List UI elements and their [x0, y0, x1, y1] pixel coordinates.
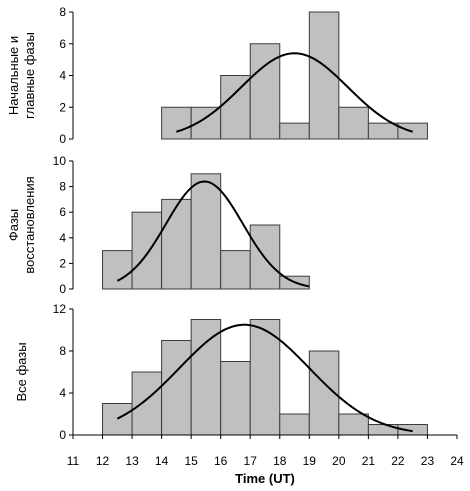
- panel-1: 0 2 4 6 8 Начальные и главные фазы: [6, 5, 428, 146]
- bar-2-3: [161, 198, 192, 290]
- y-tick-label-3-0: 0: [59, 428, 66, 442]
- bar-3-7: [279, 413, 310, 436]
- x-tick-label-12: 23: [421, 454, 435, 468]
- y-tick-label-2-3: 6: [59, 205, 66, 219]
- fit-curve-2: [116, 180, 310, 288]
- bar-2-4: [190, 173, 222, 290]
- bar-3-2: [131, 371, 163, 436]
- y-axis-title-1-2: главные фазы: [22, 32, 37, 119]
- y-tick-label-1-1: 2: [59, 100, 66, 114]
- x-tick-label-8: 19: [303, 454, 317, 468]
- x-tick-label-4: 15: [184, 454, 198, 468]
- y-axis-title-3-1: Все фазы: [14, 342, 29, 401]
- x-axis: 11 12 13 14 15 16 17 18 19 20 21 22 23 24 Time (UT): [67, 434, 464, 486]
- x-axis-title: Time (UT): [235, 471, 295, 486]
- y-tick-label-2-5: 10: [53, 154, 67, 168]
- bar-1-3: [220, 75, 251, 140]
- bar-3-3: [161, 340, 192, 436]
- x-tick-label-3: 14: [155, 454, 169, 468]
- panel-2: 0 2 4 6 8 10 Фазы восстановления: [6, 154, 310, 296]
- bar-3-4: [190, 319, 222, 436]
- fit-curve-3: [116, 323, 413, 433]
- bar-1-6: [308, 11, 340, 140]
- bar-3-1: [102, 403, 133, 436]
- y-tick-label-1-2: 4: [59, 69, 66, 83]
- panel-3: 0 4 8 12 Все фазы: [14, 302, 428, 442]
- bar-1-5: [279, 122, 310, 140]
- y-axis-title-2-2: восстановления: [22, 176, 37, 273]
- bar-2-1: [102, 250, 133, 290]
- y-tick-label-1-0: 0: [59, 132, 66, 146]
- x-tick-label-5: 16: [214, 454, 228, 468]
- x-tick-label-10: 21: [362, 454, 376, 468]
- x-tick-label-11: 22: [391, 454, 405, 468]
- x-tick-label-1: 12: [96, 454, 110, 468]
- bar-1-8: [367, 122, 399, 140]
- y-tick-label-3-3: 12: [53, 302, 67, 316]
- fit-curve-1: [176, 52, 413, 133]
- y-axis-title-2-1: Фазы: [6, 209, 21, 241]
- y-tick-label-2-0: 0: [59, 282, 66, 296]
- x-tick-label-7: 18: [273, 454, 287, 468]
- x-tick-label-2: 13: [125, 454, 139, 468]
- y-axis-title-1-1: Начальные и: [6, 36, 21, 115]
- x-tick-label-9: 20: [332, 454, 346, 468]
- x-tick-label-6: 17: [244, 454, 258, 468]
- bar-3-6: [249, 319, 281, 436]
- y-tick-label-1-4: 8: [59, 5, 66, 19]
- x-tick-label-13: 24: [450, 454, 464, 468]
- y-tick-label-3-2: 8: [59, 344, 66, 358]
- bar-2-5: [220, 250, 251, 290]
- y-tick-label-1-3: 6: [59, 37, 66, 51]
- bar-1-1: [161, 106, 192, 140]
- bar-1-7: [338, 106, 369, 140]
- y-tick-label-3-1: 4: [59, 386, 66, 400]
- bar-3-5: [220, 361, 251, 436]
- y-tick-label-2-4: 8: [59, 180, 66, 194]
- x-tick-label-0: 11: [67, 454, 80, 468]
- bar-2-2: [131, 211, 163, 290]
- y-tick-label-2-1: 2: [59, 256, 66, 270]
- y-tick-label-2-2: 4: [59, 231, 66, 245]
- bar-3-9: [338, 413, 369, 436]
